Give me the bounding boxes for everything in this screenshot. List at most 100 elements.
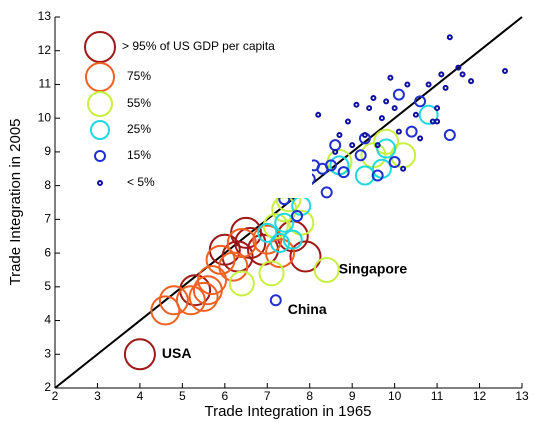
x-tick-label: 4 bbox=[137, 389, 144, 403]
x-tick-label: 9 bbox=[349, 389, 356, 403]
point bbox=[226, 227, 257, 258]
point bbox=[320, 186, 333, 199]
point bbox=[353, 101, 360, 108]
point bbox=[412, 111, 419, 118]
x-tick-label: 11 bbox=[431, 389, 444, 403]
point bbox=[354, 165, 375, 186]
y-tick-label: 3 bbox=[44, 346, 51, 360]
point bbox=[438, 71, 445, 78]
x-tick-label: 12 bbox=[473, 389, 487, 403]
point bbox=[337, 166, 350, 179]
point bbox=[315, 111, 322, 118]
point bbox=[354, 149, 367, 162]
x-axis-title: Trade Integration in 1965 bbox=[204, 403, 371, 420]
legend-label: 25% bbox=[127, 122, 151, 136]
point bbox=[417, 135, 424, 142]
point bbox=[158, 285, 189, 316]
point bbox=[392, 88, 405, 101]
point bbox=[414, 95, 427, 108]
point bbox=[400, 165, 407, 172]
annotation: Singapore bbox=[339, 261, 408, 277]
point bbox=[197, 265, 228, 296]
point bbox=[349, 142, 356, 149]
x-tick-label: 5 bbox=[179, 389, 186, 403]
point bbox=[434, 118, 441, 125]
point bbox=[282, 229, 303, 250]
x-tick-label: 3 bbox=[94, 389, 101, 403]
point bbox=[442, 84, 449, 91]
point bbox=[270, 232, 291, 253]
y-tick-label: 11 bbox=[39, 77, 52, 91]
legend-marker bbox=[90, 120, 110, 140]
y-tick-label: 4 bbox=[44, 313, 51, 327]
point bbox=[418, 104, 439, 125]
y-tick-label: 6 bbox=[44, 245, 51, 259]
y-tick-label: 9 bbox=[44, 144, 51, 158]
x-tick-label: 2 bbox=[52, 389, 59, 403]
point bbox=[274, 212, 295, 233]
point bbox=[313, 256, 340, 283]
point bbox=[366, 105, 373, 112]
point bbox=[383, 98, 390, 105]
y-tick-label: 7 bbox=[44, 212, 51, 226]
x-tick-label: 13 bbox=[515, 389, 529, 403]
x-tick-label: 7 bbox=[264, 389, 271, 403]
legend-label: 75% bbox=[127, 69, 151, 83]
point bbox=[455, 64, 462, 71]
point bbox=[387, 74, 394, 81]
point bbox=[329, 139, 342, 152]
legend-label: 55% bbox=[127, 96, 151, 110]
y-tick-label: 8 bbox=[44, 178, 51, 192]
point bbox=[459, 71, 466, 78]
y-tick-label: 10 bbox=[38, 110, 52, 124]
point bbox=[188, 281, 219, 312]
legend-marker bbox=[97, 180, 103, 186]
x-tick-label: 8 bbox=[306, 389, 313, 403]
y-tick-label: 5 bbox=[44, 279, 51, 293]
point bbox=[123, 338, 156, 371]
point bbox=[257, 222, 278, 243]
point bbox=[378, 115, 385, 122]
point bbox=[443, 129, 456, 142]
point bbox=[289, 240, 322, 273]
point bbox=[205, 244, 236, 275]
y-axis-title: Trade Integration in 2005 bbox=[7, 118, 24, 285]
legend-label: 15% bbox=[127, 148, 151, 162]
y-tick-label: 2 bbox=[44, 380, 51, 394]
point bbox=[373, 128, 400, 155]
point bbox=[502, 67, 509, 74]
point bbox=[265, 238, 296, 269]
point bbox=[371, 169, 384, 182]
point bbox=[434, 105, 441, 112]
point bbox=[425, 81, 432, 88]
point bbox=[175, 285, 206, 316]
point bbox=[324, 159, 337, 172]
point bbox=[150, 295, 181, 326]
point bbox=[374, 142, 381, 149]
legend-label: < 5% bbox=[127, 175, 155, 189]
y-tick-label: 13 bbox=[38, 9, 52, 23]
point bbox=[228, 270, 255, 297]
point bbox=[468, 78, 475, 85]
x-tick-label: 10 bbox=[388, 389, 402, 403]
point bbox=[404, 81, 411, 88]
point bbox=[290, 209, 303, 222]
y-tick-label: 12 bbox=[38, 43, 52, 57]
point bbox=[258, 260, 285, 287]
point bbox=[405, 125, 418, 138]
annotation: China bbox=[288, 301, 327, 317]
legend-marker bbox=[87, 91, 113, 117]
point bbox=[395, 128, 402, 135]
point bbox=[332, 148, 339, 155]
point bbox=[336, 132, 343, 139]
point bbox=[269, 294, 282, 307]
point bbox=[388, 156, 401, 169]
point bbox=[446, 34, 453, 41]
point bbox=[391, 105, 398, 112]
annotation: USA bbox=[162, 345, 192, 361]
point bbox=[361, 132, 368, 139]
point bbox=[376, 138, 397, 159]
x-tick-label: 6 bbox=[221, 389, 228, 403]
legend-marker bbox=[94, 150, 106, 162]
